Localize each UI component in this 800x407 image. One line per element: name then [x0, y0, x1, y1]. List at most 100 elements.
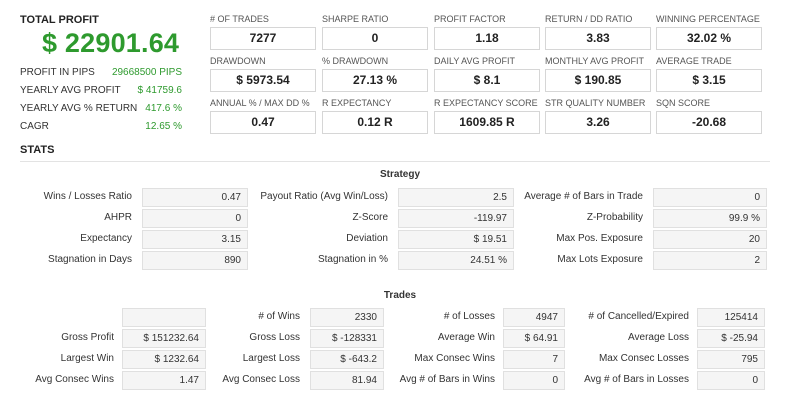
metric-label: DRAWDOWN [210, 56, 266, 66]
metric-annual-max-dd: ANNUAL % / MAX DD % 0.47 [210, 98, 316, 134]
strategy-label: Max Pos. Exposure [556, 233, 643, 244]
trades-value: 4947 [503, 308, 565, 327]
trades-label: Avg # of Bars in Losses [584, 374, 689, 385]
metric-label: MONTHLY AVG PROFIT [545, 56, 645, 66]
trades-section-title: Trades [383, 290, 417, 301]
summary-row-label: YEARLY AVG % RETURN [20, 103, 138, 114]
metric-value: 7277 [210, 27, 316, 50]
metric-value: 0 [322, 27, 428, 50]
strategy-value: 24.51 % [398, 251, 514, 270]
summary-row-label: CAGR [20, 121, 49, 132]
trades-value: 81.94 [310, 371, 384, 390]
metric-label: SHARPE RATIO [322, 14, 389, 24]
strategy-label: Stagnation in % [317, 254, 388, 265]
strategy-value: 2.5 [398, 188, 514, 207]
metric-daily-avg-profit: DAILY AVG PROFIT $ 8.1 [434, 56, 540, 92]
strategy-label: Stagnation in Days [48, 254, 132, 265]
metric-value: $ 8.1 [434, 69, 540, 92]
metric-value: 3.26 [545, 111, 651, 134]
stats-heading: STATS [20, 144, 55, 156]
trades-label: Avg Consec Loss [222, 374, 300, 385]
metric-label: SQN SCORE [656, 98, 711, 108]
metric-pct-drawdown: % DRAWDOWN 27.13 % [322, 56, 428, 92]
metric-label: R EXPECTANCY SCORE [434, 98, 538, 108]
trades-label: Gross Profit [61, 332, 114, 343]
summary-row-label: PROFIT IN PIPS [20, 67, 95, 78]
trades-value [122, 308, 206, 327]
summary-row-yearly-avg-return: YEARLY AVG % RETURN 417.6 % [20, 103, 182, 114]
metric-label: PROFIT FACTOR [434, 14, 506, 24]
trades-value: $ 64.91 [503, 329, 565, 348]
metric-monthly-avg-profit: MONTHLY AVG PROFIT $ 190.85 [545, 56, 651, 92]
strategy-value: 99.9 % [653, 209, 767, 228]
trades-value: 1.47 [122, 371, 206, 390]
strategy-value: 0 [653, 188, 767, 207]
strategy-label: Wins / Losses Ratio [43, 191, 132, 202]
metric-r-expectancy: R EXPECTANCY 0.12 R [322, 98, 428, 134]
metric-value: 3.83 [545, 27, 651, 50]
metric-value: -20.68 [656, 111, 762, 134]
strategy-value: 3.15 [142, 230, 248, 249]
strategy-value: 20 [653, 230, 767, 249]
summary-row-value: 29668500 PIPS [111, 67, 182, 78]
strategy-label: Z-Score [352, 212, 388, 223]
metric-value: 27.13 % [322, 69, 428, 92]
metric-label: RETURN / DD RATIO [545, 14, 633, 24]
trades-value: 0 [503, 371, 565, 390]
metric-value: $ 5973.54 [210, 69, 316, 92]
trades-label: # of Wins [258, 311, 300, 322]
metric-label: % DRAWDOWN [322, 56, 389, 66]
trades-value: $ -25.94 [697, 329, 765, 348]
metric-value: 32.02 % [656, 27, 762, 50]
metric-drawdown: DRAWDOWN $ 5973.54 [210, 56, 316, 92]
metric-label: # OF TRADES [210, 14, 269, 24]
trades-value: $ 151232.64 [122, 329, 206, 348]
metric-value: 0.47 [210, 111, 316, 134]
metric-value: 1.18 [434, 27, 540, 50]
metric-label: AVERAGE TRADE [656, 56, 732, 66]
metric-label: R EXPECTANCY [322, 98, 392, 108]
trades-label: Average Win [437, 332, 495, 343]
trades-value: $ -128331 [310, 329, 384, 348]
trades-label: Largest Win [60, 353, 114, 364]
strategy-label: Average # of Bars in Trade [524, 191, 643, 202]
strategy-value: -119.97 [398, 209, 514, 228]
strategy-label: Payout Ratio (Avg Win/Loss) [260, 191, 388, 202]
strategy-label: Max Lots Exposure [557, 254, 643, 265]
trades-value: 795 [697, 350, 765, 369]
metric-str-quality-number: STR QUALITY NUMBER 3.26 [545, 98, 651, 134]
total-profit-label: TOTAL PROFIT [20, 14, 99, 26]
summary-row-label: YEARLY AVG PROFIT [20, 85, 121, 96]
trades-label: Max Consec Wins [414, 353, 495, 364]
strategy-value: 0.47 [142, 188, 248, 207]
trades-label: Max Consec Losses [598, 353, 689, 364]
metric-value: 1609.85 R [434, 111, 540, 134]
trades-label: # of Cancelled/Expired [588, 311, 689, 322]
trades-value: 2330 [310, 308, 384, 327]
summary-row-value: 12.65 % [145, 121, 182, 132]
metric-value: 0.12 R [322, 111, 428, 134]
total-profit-value: $ 22901.64 [42, 28, 180, 58]
metric-label: ANNUAL % / MAX DD % [210, 98, 310, 108]
metric-label: STR QUALITY NUMBER [545, 98, 646, 108]
metric-profit-factor: PROFIT FACTOR 1.18 [434, 14, 540, 50]
summary-row-profit-pips: PROFIT IN PIPS 29668500 PIPS [20, 67, 182, 78]
trades-label: Avg Consec Wins [35, 374, 114, 385]
metric-label: DAILY AVG PROFIT [434, 56, 516, 66]
trades-label: # of Losses [443, 311, 495, 322]
metric-r-expectancy-score: R EXPECTANCY SCORE 1609.85 R [434, 98, 540, 134]
stats-divider [20, 161, 770, 162]
strategy-value: 0 [142, 209, 248, 228]
summary-row-yearly-avg-profit: YEARLY AVG PROFIT $ 41759.6 [20, 85, 182, 96]
strategy-label: Expectancy [80, 233, 132, 244]
strategy-value: $ 19.51 [398, 230, 514, 249]
metric-value: $ 190.85 [545, 69, 651, 92]
metric-return-dd-ratio: RETURN / DD RATIO 3.83 [545, 14, 651, 50]
trades-value: $ 1232.64 [122, 350, 206, 369]
metric-num-trades: # OF TRADES 7277 [210, 14, 316, 50]
trades-label: Gross Loss [249, 332, 300, 343]
trades-value: 125414 [697, 308, 765, 327]
trades-label: Average Loss [628, 332, 689, 343]
trades-value: 0 [697, 371, 765, 390]
summary-row-value: $ 41759.6 [137, 85, 183, 96]
